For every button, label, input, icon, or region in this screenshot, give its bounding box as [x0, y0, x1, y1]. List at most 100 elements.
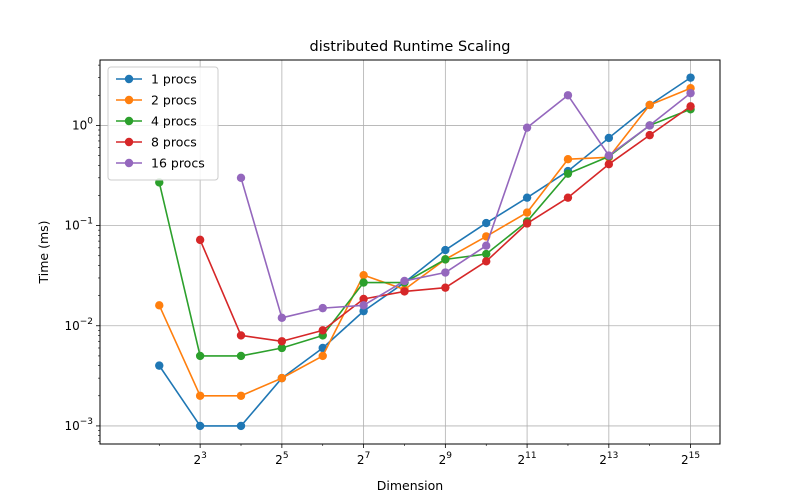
y-tick-label: 100 [72, 116, 93, 132]
data-point [686, 73, 695, 82]
plot-area-frame [99, 59, 721, 445]
legend-label: 1 procs [151, 72, 197, 87]
x-tick-exponent: 5 [283, 451, 289, 461]
y-tick-exponent: −3 [80, 417, 93, 427]
x-tick-base: 2 [439, 453, 447, 467]
data-point [563, 155, 573, 164]
data-point [441, 245, 450, 255]
data-point [441, 283, 450, 292]
data-point [400, 287, 409, 296]
chart-title: distributed Runtime Scaling [310, 39, 511, 55]
y-tick-label: 10−2 [64, 317, 93, 333]
legend-marker [124, 158, 134, 168]
legend-label: 4 procs [151, 114, 197, 129]
data-point [277, 337, 287, 346]
legend-box [107, 66, 219, 181]
data-point [236, 421, 246, 431]
y-tick-exponent: 0 [87, 116, 93, 126]
data-point [359, 306, 368, 316]
x-tick-exponent: 3 [201, 451, 207, 461]
data-point [441, 268, 450, 277]
data-point [563, 193, 573, 202]
data-point [482, 249, 491, 259]
data-point [195, 235, 205, 245]
data-point [645, 100, 654, 110]
y-tick-exponent: −2 [80, 317, 93, 327]
y-tick-base: 10 [64, 419, 79, 433]
series-line [158, 108, 691, 357]
data-point [277, 313, 287, 323]
legend-entry: 2 procs [116, 93, 197, 108]
data-point [318, 303, 327, 313]
data-point [645, 121, 654, 130]
legend: 1 procs 2 procs 4 procs 8 procs 16 procs [107, 66, 219, 181]
y-axis-label: Time (ms) [36, 220, 51, 284]
x-tick-label: 211 [518, 451, 537, 467]
x-tick-exponent: 9 [446, 451, 452, 461]
legend-label: 8 procs [151, 135, 197, 150]
data-point [604, 151, 614, 160]
series-5 [236, 88, 695, 323]
data-point [400, 276, 409, 286]
x-tick-label: 25 [275, 451, 288, 467]
data-point [686, 88, 695, 98]
data-point [195, 351, 205, 361]
x-tick-base: 2 [681, 453, 689, 467]
data-point [482, 218, 491, 228]
x-axis-label: Dimension [377, 478, 443, 493]
legend-label: 2 procs [151, 93, 197, 108]
data-point [522, 208, 532, 217]
data-point [236, 331, 246, 340]
data-point [277, 373, 287, 383]
data-point [318, 326, 327, 335]
x-tick-label: 29 [439, 451, 453, 467]
data-point [155, 361, 164, 370]
x-tick-base: 2 [599, 453, 607, 467]
data-point [604, 133, 614, 143]
data-point [359, 270, 368, 280]
x-tick-exponent: 11 [525, 451, 536, 461]
x-tick-base: 2 [193, 453, 201, 467]
data-point [236, 351, 246, 361]
legend-entry: 16 procs [116, 156, 205, 171]
y-tick-label: 10−1 [64, 217, 93, 233]
series-1 [155, 73, 695, 431]
y-tick-base: 10 [64, 319, 79, 333]
series-line [158, 76, 692, 427]
data-point [563, 91, 573, 100]
series-line [240, 92, 692, 319]
data-point [686, 102, 695, 111]
legend-entry: 1 procs [116, 72, 197, 87]
data-point [195, 421, 205, 431]
x-tick-exponent: 13 [607, 451, 618, 461]
data-point [155, 301, 164, 310]
x-tick-base: 2 [275, 453, 283, 467]
legend-marker [124, 74, 134, 84]
y-tick-base: 10 [72, 118, 87, 132]
x-tick-label: 215 [681, 451, 700, 467]
legend-marker [124, 95, 134, 105]
data-point [604, 160, 614, 169]
legend-entry: 4 procs [116, 114, 197, 129]
x-tick-exponent: 15 [689, 451, 700, 461]
data-point [522, 193, 532, 202]
x-tick-label: 213 [599, 451, 618, 467]
data-point [522, 123, 532, 132]
data-point [359, 294, 368, 304]
legend-label: 16 procs [151, 156, 205, 171]
series-lines [155, 73, 695, 431]
x-tick-label: 23 [193, 451, 206, 467]
y-tick-exponent: −1 [80, 217, 93, 227]
data-point [277, 343, 287, 353]
data-point [236, 391, 246, 400]
data-point [318, 351, 327, 361]
data-point [359, 301, 368, 310]
data-point [441, 255, 450, 264]
data-point [645, 130, 654, 140]
series-4 [195, 102, 695, 346]
y-tick-base: 10 [64, 219, 79, 233]
data-point [359, 278, 368, 287]
x-tick-base: 2 [518, 453, 526, 467]
